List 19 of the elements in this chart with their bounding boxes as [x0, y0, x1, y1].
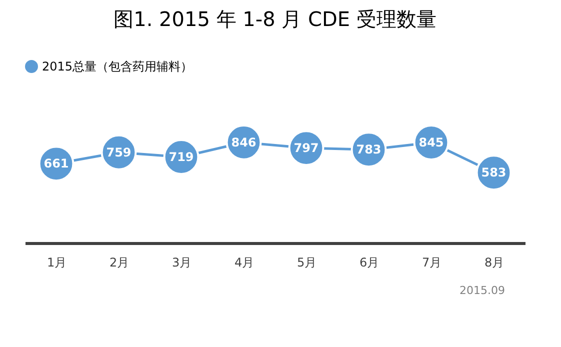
- data-label: 583: [481, 166, 506, 180]
- data-label: 719: [168, 150, 194, 164]
- x-tick-label: 7月: [422, 256, 442, 270]
- data-label: 846: [231, 135, 256, 150]
- x-tick-label: 2月: [109, 256, 130, 270]
- chart-title: 图1. 2015 年 1-8 月 CDE 受理数量: [114, 7, 436, 31]
- x-tick-label: 8月: [484, 256, 504, 270]
- legend-label: 2015总量（包含药用辅料）: [42, 60, 193, 74]
- x-tick-label: 6月: [359, 256, 380, 270]
- x-tick-label: 4月: [234, 256, 254, 270]
- data-label: 661: [44, 156, 69, 171]
- text: 2015.09: [460, 284, 505, 297]
- x-tick-label: 5月: [296, 256, 317, 270]
- data-label: 783: [356, 142, 382, 157]
- data-label: 797: [294, 141, 319, 156]
- x-tick-label: 3月: [172, 256, 192, 270]
- x-tick-label: 1月: [46, 256, 67, 270]
- data-label: 759: [106, 145, 132, 160]
- data-label: 845: [418, 136, 444, 150]
